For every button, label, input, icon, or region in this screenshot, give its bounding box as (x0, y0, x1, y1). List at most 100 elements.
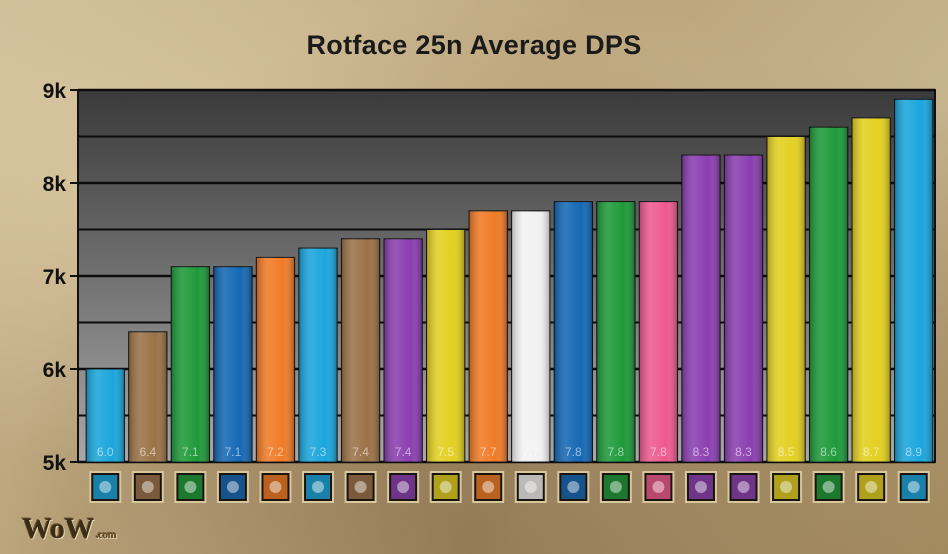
value-label: 6.0 (97, 445, 114, 459)
bar-shine (852, 117, 891, 463)
value-label: 8.5 (778, 445, 795, 459)
storm-strike-icon (472, 471, 505, 503)
icon-fill (561, 475, 586, 499)
icon-glyph (907, 481, 920, 493)
logo-suffix: .com (95, 529, 117, 541)
icon-fill (306, 475, 331, 499)
warrior-helm-icon (429, 471, 462, 503)
value-label: 7.8 (608, 445, 625, 459)
value-label: 7.8 (565, 445, 582, 459)
frost-bolt-icon (89, 471, 122, 503)
fire-demon-icon (344, 471, 377, 503)
value-label: 7.7 (480, 445, 497, 459)
icon-glyph (141, 481, 154, 493)
wow-logo: WoW .com (22, 512, 117, 546)
icon-glyph (269, 481, 282, 493)
icon-fill (93, 475, 118, 499)
icon-fill (816, 475, 841, 499)
holy-skull-icon (514, 471, 547, 503)
icon-glyph (184, 481, 197, 493)
value-label: 8.6 (820, 445, 837, 459)
value-label: 6.4 (139, 445, 156, 459)
icon-fill (688, 475, 713, 499)
whirlwind-icon (812, 471, 845, 503)
icon-fill (348, 475, 373, 499)
icon-glyph (652, 481, 665, 493)
icon-fill (518, 475, 543, 499)
y-tick-label: 7k (43, 266, 67, 289)
icon-fill (901, 475, 926, 499)
bar-shine (809, 127, 848, 462)
bar-shine (596, 201, 636, 462)
lightning-icon (216, 471, 249, 503)
sword-slash-icon (855, 471, 888, 503)
y-tick-label: 9k (43, 80, 67, 103)
class-icons (89, 471, 930, 503)
bar-shine (469, 210, 508, 462)
bar-shine (383, 238, 423, 462)
bar-shine (511, 210, 550, 462)
fireball-icon (897, 471, 930, 503)
icon-fill (603, 475, 628, 499)
y-axis-labels: 5k 6k 7k 8k 9k (43, 80, 78, 475)
value-label: 7.1 (225, 445, 242, 459)
icon-fill (731, 475, 756, 499)
bar-shine (86, 369, 125, 462)
icon-fill (859, 475, 884, 499)
value-labels: 6.0 6.4 7.1 7.1 7.2 7.3 7.4 7.4 7.5 7.7 7.7 7.8 7.8 7… (97, 445, 922, 459)
y-tick-label: 6k (43, 359, 67, 382)
icon-glyph (482, 481, 495, 493)
icon-glyph (312, 481, 325, 493)
icon-glyph (397, 481, 410, 493)
icon-fill (263, 475, 288, 499)
icon-glyph (822, 481, 835, 493)
nature-beast-icon (727, 471, 760, 503)
bar-shine (554, 201, 593, 462)
icon-glyph (694, 481, 707, 493)
blade-strike-icon (131, 471, 164, 503)
icon-glyph (865, 481, 878, 493)
y-tick-label: 5k (43, 452, 67, 475)
icon-glyph (780, 481, 793, 493)
axe-strike-icon (599, 471, 632, 503)
value-label: 8.3 (693, 445, 710, 459)
value-label: 7.4 (352, 445, 369, 459)
claw-slash-icon (387, 471, 420, 503)
red-blade-icon (770, 471, 803, 503)
bar-shine (341, 238, 380, 462)
icon-fill (774, 475, 799, 499)
icon-fill (646, 475, 671, 499)
icon-glyph (439, 481, 452, 493)
icon-glyph (524, 481, 537, 493)
icon-glyph (609, 481, 622, 493)
value-label: 7.3 (310, 445, 327, 459)
bars (85, 98, 934, 463)
shadow-orb-icon (642, 471, 675, 503)
icon-glyph (737, 481, 750, 493)
frost-shield-icon (557, 471, 590, 503)
icon-fill (433, 475, 458, 499)
icon-glyph (567, 481, 580, 493)
y-tick-label: 8k (43, 173, 67, 196)
bar-shine (639, 201, 678, 462)
value-label: 7.8 (650, 445, 667, 459)
icon-fill (220, 475, 245, 499)
chart-title: Rotface 25n Average DPS (306, 30, 642, 60)
arcane-blast-icon (259, 471, 292, 503)
icon-fill (476, 475, 501, 499)
value-label: 7.7 (522, 445, 539, 459)
nature-claw-icon (174, 471, 207, 503)
icon-glyph (99, 481, 112, 493)
value-label: 8.3 (735, 445, 752, 459)
frost-orb-icon (302, 471, 335, 503)
bar-shine (298, 248, 338, 462)
moonkin-icon (684, 471, 717, 503)
icon-fill (391, 475, 416, 499)
icon-glyph (354, 481, 367, 493)
bar-shine (213, 266, 253, 462)
value-label: 8.7 (863, 445, 880, 459)
bar-shine (426, 229, 465, 462)
value-label: 8.9 (905, 445, 922, 459)
icon-fill (135, 475, 160, 499)
